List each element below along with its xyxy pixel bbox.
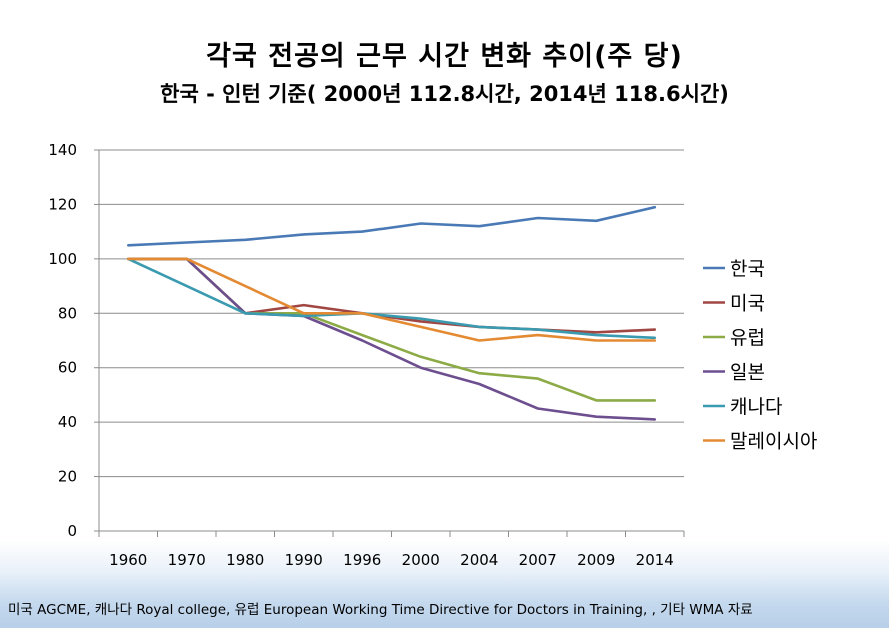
x-tick-label: 1960 — [109, 551, 147, 569]
x-tick-label: 2014 — [636, 551, 674, 569]
gridlines — [99, 149, 684, 478]
x-tick-label: 1990 — [285, 551, 323, 569]
legend-label: 유럽 — [730, 327, 765, 349]
y-tick-label: 20 — [58, 468, 77, 486]
x-tick-label: 2004 — [460, 551, 498, 569]
y-tick-label: 0 — [67, 522, 77, 540]
series-line-0 — [127, 205, 657, 247]
x-tick-label: 1996 — [343, 551, 381, 569]
y-axis-labels: 0 20 40 60 80 100 120 140 — [48, 141, 77, 540]
series-line-5 — [127, 257, 657, 342]
axes — [94, 149, 685, 537]
chart-subtitle: 한국 - 인턴 기준( 2000년 112.8시간, 2014년 118.6시간… — [160, 82, 729, 106]
x-tick-label: 2009 — [577, 551, 615, 569]
source-note: 미국 AGCME, 캐나다 Royal college, 유럽 European… — [8, 602, 753, 618]
y-tick-label: 100 — [48, 250, 77, 268]
x-tick-label: 1980 — [226, 551, 264, 569]
x-tick-label: 2000 — [402, 551, 440, 569]
chart-title: 각국 전공의 근무 시간 변화 추이(주 당) — [206, 41, 683, 72]
x-tick-label: 1970 — [168, 551, 206, 569]
series-lines — [127, 205, 657, 421]
legend-label: 일본 — [730, 362, 765, 384]
legend-label: 말레이시아 — [730, 431, 817, 453]
series-line-4 — [127, 257, 657, 340]
y-tick-label: 40 — [58, 413, 77, 431]
legend-label: 한국 — [730, 258, 765, 280]
legend-label: 캐나다 — [730, 396, 782, 418]
y-tick-label: 140 — [48, 141, 77, 159]
y-tick-label: 120 — [48, 195, 77, 213]
legend-label: 미국 — [730, 293, 765, 315]
x-tick-label: 2007 — [519, 551, 557, 569]
series-line-3 — [127, 257, 657, 421]
series-line-2 — [127, 257, 657, 402]
x-axis-labels: 1960 1970 1980 1990 1996 2000 2004 2007 2009 2014 — [109, 551, 674, 569]
y-tick-label: 60 — [58, 359, 77, 377]
y-tick-label: 80 — [58, 304, 77, 322]
